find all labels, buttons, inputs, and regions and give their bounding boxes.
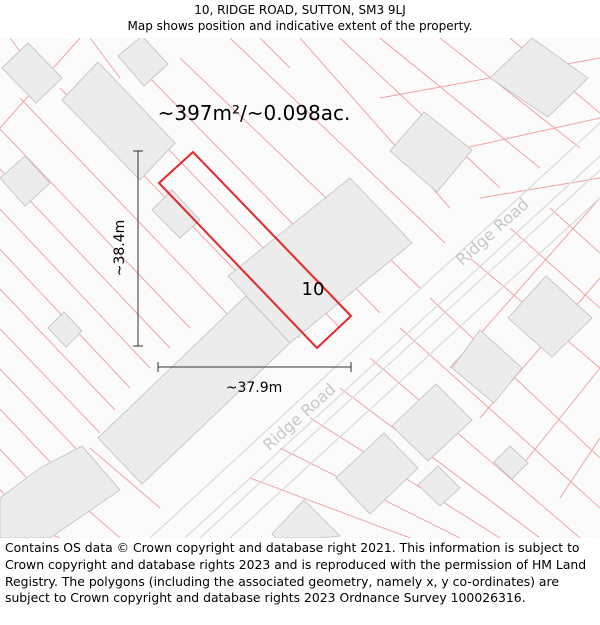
plot-number-label: 10 (302, 279, 325, 300)
height-dimension-label: ~38.4m (112, 220, 128, 277)
width-dimension-label: ~37.9m (226, 380, 283, 396)
copyright-notice: Contains OS data © Crown copyright and d… (5, 540, 587, 606)
height-dimension-line (133, 150, 143, 347)
property-address: 10, RIDGE ROAD, SUTTON, SM3 9LJ (194, 3, 406, 17)
map-header: 10, RIDGE ROAD, SUTTON, SM3 9LJ Map show… (0, 0, 600, 38)
area-label: ~397m²/~0.098ac. (158, 101, 351, 125)
width-dimension-line (157, 362, 352, 372)
map-view[interactable]: ~397m²/~0.098ac. 10 ~38.4m ~37.9m Ridge … (0, 38, 600, 538)
ridge-road (149, 122, 600, 538)
property-boundary[interactable] (157, 150, 353, 350)
map-subtitle: Map shows position and indicative extent… (127, 19, 473, 33)
road-label-upper: Ridge Road (452, 194, 532, 269)
